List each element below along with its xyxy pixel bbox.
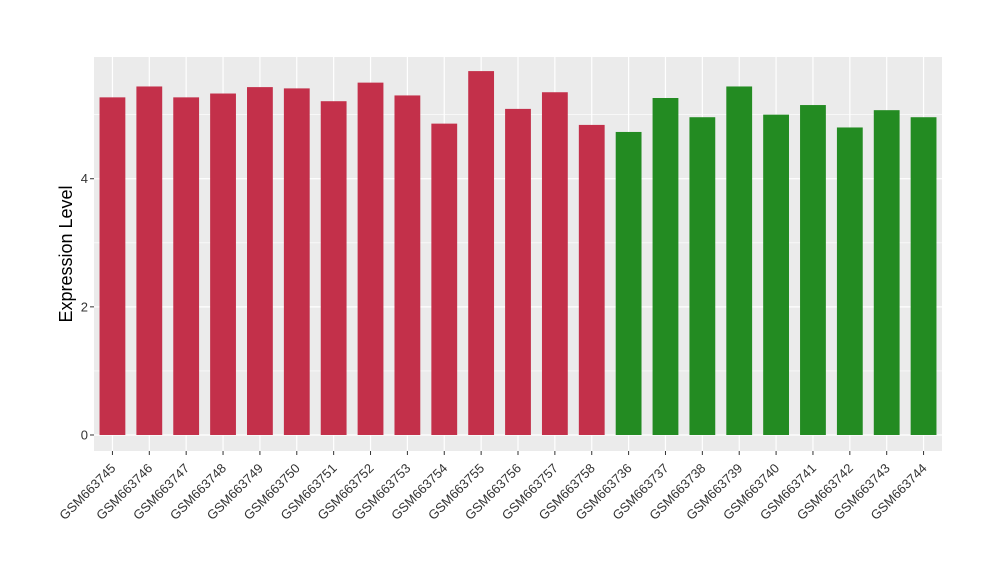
bar-gsm663745 bbox=[99, 97, 126, 435]
bar-gsm663740 bbox=[763, 114, 789, 435]
bar-gsm663744 bbox=[910, 117, 937, 435]
bar-gsm663753 bbox=[394, 95, 421, 435]
bar-gsm663742 bbox=[836, 127, 863, 435]
y-tick-label: 2 bbox=[81, 299, 88, 314]
bar-gsm663756 bbox=[505, 108, 531, 435]
bar-gsm663747 bbox=[173, 97, 200, 435]
bar-gsm663749 bbox=[247, 87, 273, 435]
bar-gsm663737 bbox=[652, 98, 679, 435]
bar-gsm663736 bbox=[615, 131, 642, 435]
bars bbox=[99, 71, 937, 435]
y-tick-label: 4 bbox=[81, 171, 88, 186]
x-axis: GSM663745GSM663746GSM663747GSM663748GSM6… bbox=[56, 451, 930, 523]
bar-gsm663757 bbox=[541, 92, 568, 435]
bar-gsm663755 bbox=[468, 71, 495, 435]
bar-gsm663754 bbox=[431, 123, 458, 435]
y-axis-title: Expression Level bbox=[56, 185, 76, 322]
bar-gsm663758 bbox=[578, 124, 605, 435]
bar-gsm663751 bbox=[320, 101, 347, 435]
bar-gsm663741 bbox=[800, 105, 826, 435]
bar-gsm663743 bbox=[873, 110, 900, 435]
bar-gsm663746 bbox=[136, 86, 163, 435]
y-axis: 0 2 4 bbox=[81, 171, 94, 442]
bar-gsm663748 bbox=[210, 93, 236, 435]
y-tick-label: 0 bbox=[81, 427, 88, 442]
bar-gsm663752 bbox=[357, 82, 384, 435]
bar-gsm663739 bbox=[726, 86, 753, 435]
bar-gsm663750 bbox=[283, 88, 310, 435]
bar-gsm663738 bbox=[689, 117, 716, 435]
